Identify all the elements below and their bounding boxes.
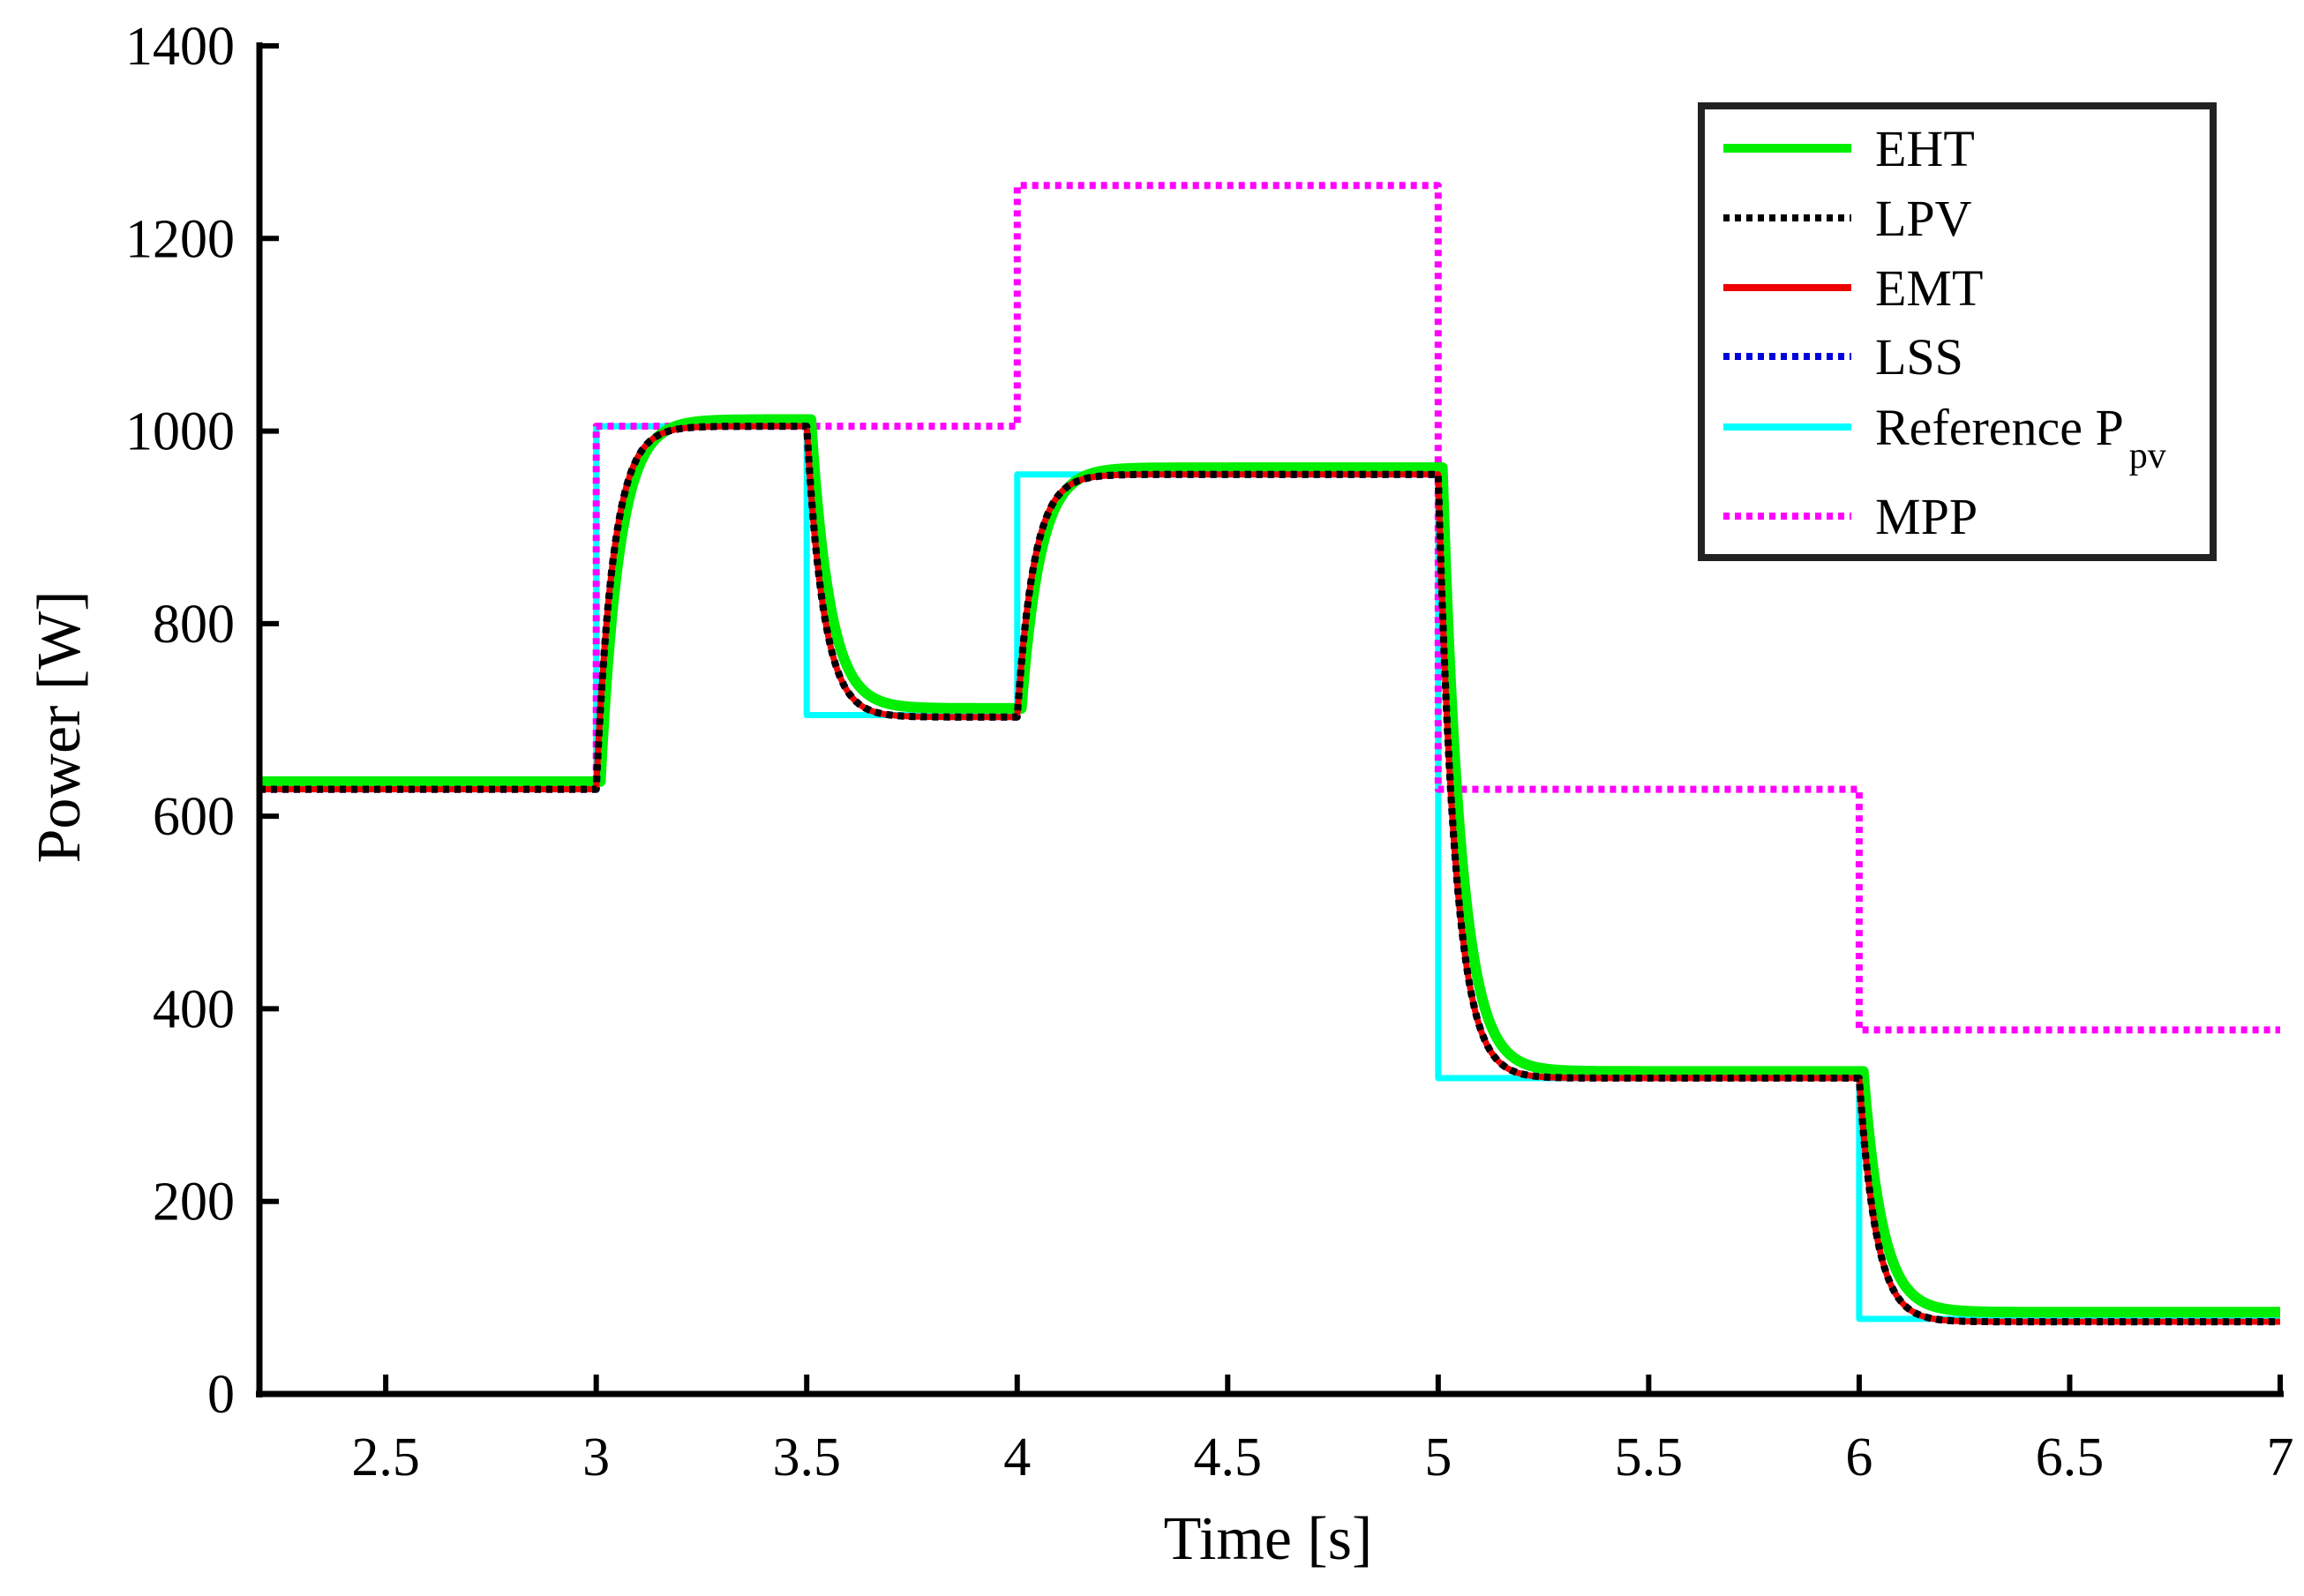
x-tick-label: 5 (1424, 1427, 1452, 1487)
x-tick-label: 5.5 (1615, 1427, 1684, 1487)
y-tick-label: 0 (207, 1365, 235, 1425)
legend-label-emt: EMT (1875, 259, 1983, 317)
x-tick-label: 3.5 (772, 1427, 841, 1487)
y-tick-label: 1200 (125, 209, 235, 269)
legend-subscript: pv (2129, 436, 2166, 476)
axes: 0 200 400 600 800 1000 1200 1400 2.5 3 3.5 4 4.5 5 5.5… (125, 17, 2294, 1487)
y-tick-label: 1400 (125, 17, 235, 77)
x-tick-label: 7 (2267, 1427, 2294, 1487)
x-tick-label: 2.5 (351, 1427, 420, 1487)
y-axis-title: Power [W] (26, 590, 94, 863)
legend-box (1698, 102, 2217, 561)
x-tick-label: 6 (1845, 1427, 1872, 1487)
y-tick-label: 400 (153, 979, 235, 1039)
series-line-lpv (257, 423, 2283, 1326)
legend-label-mpp: MPP (1875, 488, 1978, 545)
x-tick-label: 3 (582, 1427, 610, 1487)
x-tick-label: 4 (1003, 1427, 1031, 1487)
x-tick-label: 6.5 (2036, 1427, 2105, 1487)
y-tick-label: 800 (153, 595, 235, 655)
x-tick-label: 4.5 (1194, 1427, 1263, 1487)
y-tick-label: 600 (153, 787, 235, 847)
series-line-mpp (259, 182, 2280, 1034)
legend-label-eht: EHT (1875, 120, 1975, 177)
x-axis-title: Time [s] (1164, 1505, 1373, 1573)
y-tick-label: 200 (153, 1173, 235, 1233)
legend-label-lss: LSS (1875, 328, 1963, 386)
legend-label-lpv: LPV (1875, 190, 1972, 247)
series-layer (255, 182, 2285, 1326)
y-tick-label: 1000 (125, 402, 235, 462)
